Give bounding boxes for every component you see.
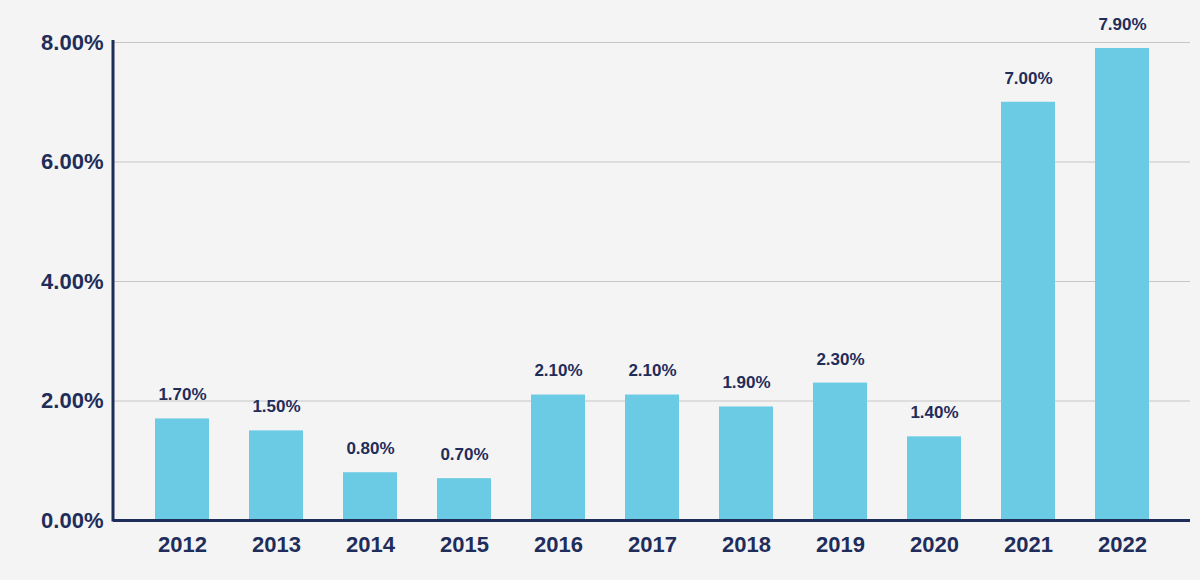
svg-text:1.70%: 1.70%: [158, 385, 206, 404]
svg-text:8.00%: 8.00%: [41, 30, 103, 55]
svg-text:2021: 2021: [1004, 532, 1053, 557]
svg-text:7.90%: 7.90%: [1098, 15, 1146, 34]
svg-text:1.40%: 1.40%: [910, 403, 958, 422]
svg-text:2.30%: 2.30%: [816, 350, 864, 369]
svg-text:0.80%: 0.80%: [346, 439, 394, 458]
svg-text:2.10%: 2.10%: [628, 361, 676, 380]
svg-text:2020: 2020: [910, 532, 959, 557]
svg-text:1.90%: 1.90%: [722, 373, 770, 392]
svg-text:2017: 2017: [628, 532, 677, 557]
svg-text:7.00%: 7.00%: [1004, 69, 1052, 88]
svg-text:2.00%: 2.00%: [41, 388, 103, 413]
svg-text:2.10%: 2.10%: [534, 361, 582, 380]
svg-text:2012: 2012: [158, 532, 207, 557]
svg-text:2022: 2022: [1098, 532, 1147, 557]
svg-text:2015: 2015: [440, 532, 489, 557]
svg-text:1.50%: 1.50%: [252, 397, 300, 416]
svg-text:0.00%: 0.00%: [41, 508, 103, 533]
svg-text:2013: 2013: [252, 532, 301, 557]
svg-text:2016: 2016: [534, 532, 583, 557]
svg-text:2018: 2018: [722, 532, 771, 557]
svg-text:6.00%: 6.00%: [41, 149, 103, 174]
svg-text:2014: 2014: [346, 532, 396, 557]
svg-text:0.70%: 0.70%: [440, 445, 488, 464]
svg-text:2019: 2019: [816, 532, 865, 557]
svg-text:4.00%: 4.00%: [41, 269, 103, 294]
